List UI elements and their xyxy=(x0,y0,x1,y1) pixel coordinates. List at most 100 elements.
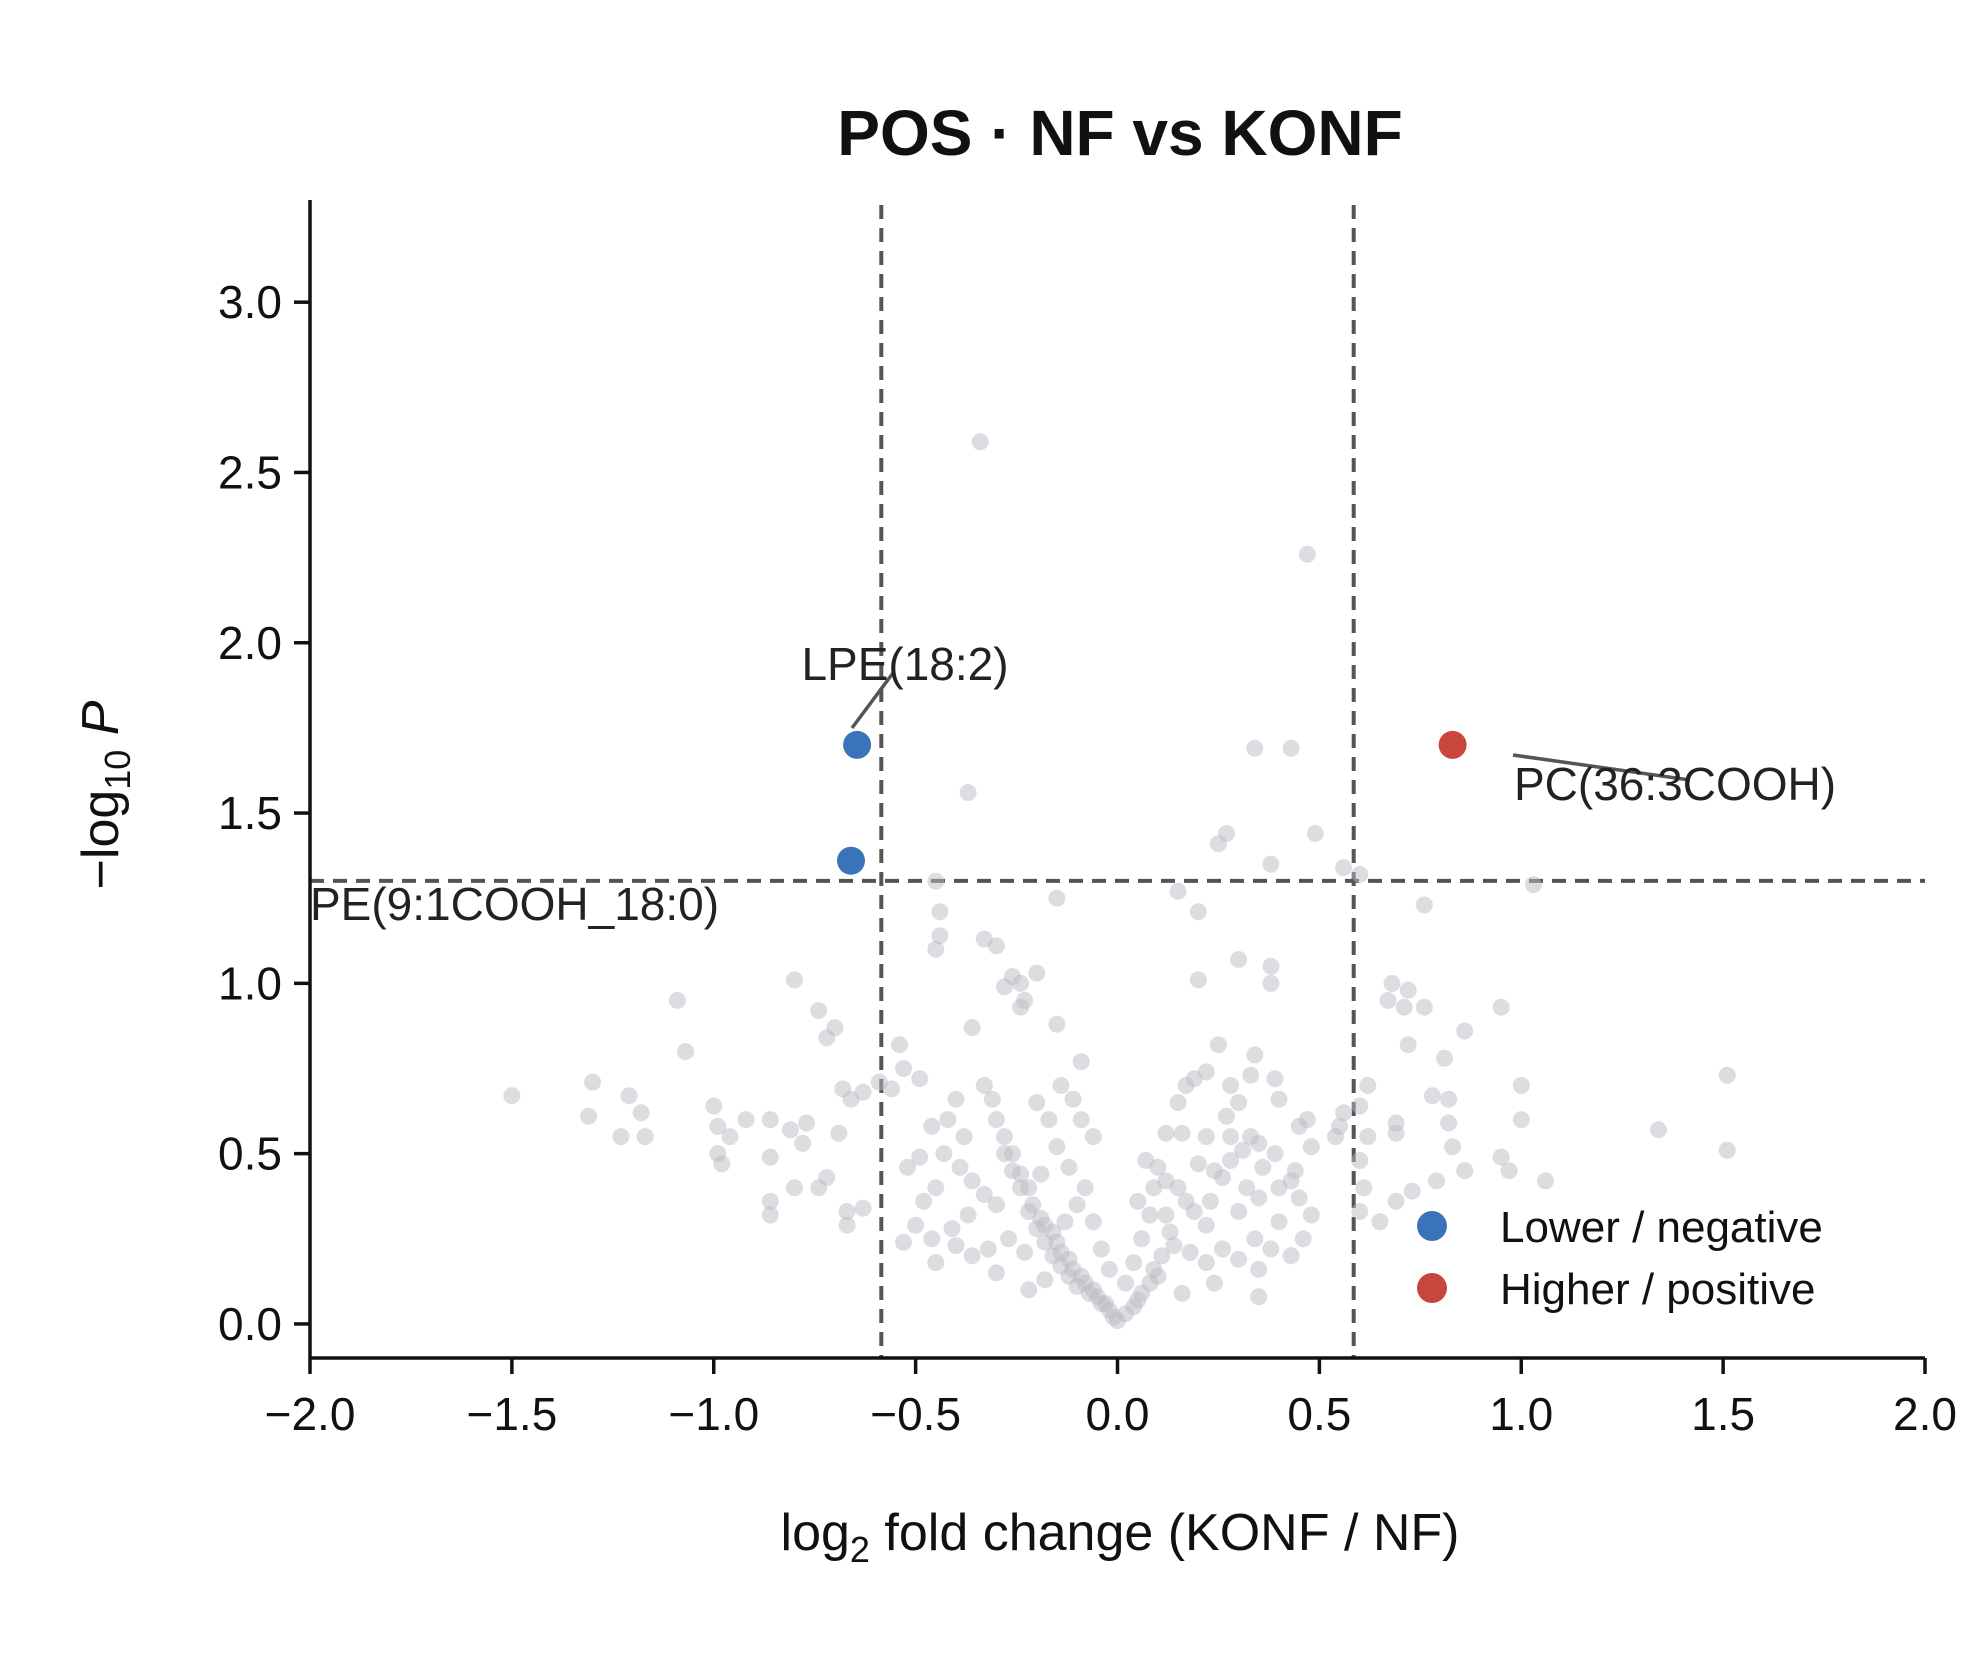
nonsignificant-point xyxy=(923,1117,941,1135)
nonsignificant-point xyxy=(737,1111,755,1129)
nonsignificant-point xyxy=(782,1121,799,1139)
nonsignificant-point xyxy=(794,1134,812,1152)
nonsignificant-point xyxy=(1028,1094,1046,1112)
nonsignificant-point xyxy=(1399,981,1417,999)
nonsignificant-point xyxy=(1012,974,1030,992)
nonsignificant-point xyxy=(1302,1206,1320,1224)
nonsignificant-point xyxy=(963,1247,981,1265)
nonsignificant-point xyxy=(1262,974,1280,992)
nonsignificant-point xyxy=(1117,1274,1135,1292)
nonsignificant-point xyxy=(1242,1066,1260,1084)
nonsignificant-point xyxy=(1048,1138,1066,1156)
nonsignificant-point xyxy=(1351,1152,1369,1169)
nonsignificant-point xyxy=(1177,1077,1195,1094)
nonsignificant-point xyxy=(1230,1250,1248,1268)
nonsignificant-point xyxy=(895,1233,912,1251)
nonsignificant-point xyxy=(1230,951,1248,968)
nonsignificant-point xyxy=(1294,1230,1312,1248)
nonsignificant-point xyxy=(1209,1036,1227,1054)
nonsignificant-point xyxy=(1072,1111,1090,1129)
nonsignificant-point xyxy=(1262,1240,1280,1258)
nonsignificant-point xyxy=(1500,1162,1518,1180)
nonsignificant-point xyxy=(1189,971,1207,989)
y-axis-label: −log10 P xyxy=(72,700,138,889)
nonsignificant-point xyxy=(1137,1152,1155,1169)
nonsignificant-point xyxy=(987,1264,1005,1282)
nonsignificant-point xyxy=(1222,1128,1240,1146)
nonsignificant-point xyxy=(1068,1196,1086,1214)
significant-point xyxy=(837,846,865,875)
nonsignificant-point xyxy=(1181,1243,1199,1261)
nonsignificant-point xyxy=(1238,1179,1256,1197)
nonsignificant-point xyxy=(1189,1155,1207,1173)
nonsignificant-point xyxy=(1157,1124,1175,1142)
nonsignificant-point xyxy=(947,1090,965,1108)
nonsignificant-point xyxy=(1197,1128,1215,1146)
nonsignificant-point xyxy=(1387,1192,1405,1210)
nonsignificant-point xyxy=(1395,998,1413,1016)
nonsignificant-point xyxy=(1250,1288,1268,1306)
nonsignificant-point xyxy=(931,903,949,921)
nonsignificant-point xyxy=(1016,991,1034,1009)
nonsignificant-point xyxy=(838,1203,856,1220)
nonsignificant-point xyxy=(1080,1284,1098,1302)
nonsignificant-point xyxy=(1512,1111,1530,1129)
nonsignificant-point xyxy=(1092,1295,1110,1312)
nonsignificant-point xyxy=(1290,1189,1308,1207)
y-tick-label: 1.5 xyxy=(218,787,282,839)
x-tick-label: 1.0 xyxy=(1489,1388,1553,1440)
nonsignificant-point xyxy=(1169,1094,1187,1112)
nonsignificant-point xyxy=(923,1230,941,1248)
nonsignificant-point xyxy=(1335,859,1353,877)
x-axis-label: log2 fold change (KONF / NF) xyxy=(781,1504,1460,1570)
nonsignificant-point xyxy=(1306,825,1324,842)
nonsignificant-point xyxy=(1270,1179,1288,1197)
nonsignificant-point xyxy=(620,1087,638,1105)
nonsignificant-point xyxy=(1201,1192,1219,1210)
point-annotations: LPE(18:2) PE(9:1COOH_18:0) PC(36:3COOH) xyxy=(310,638,1836,930)
nonsignificant-point xyxy=(580,1107,598,1125)
nonsignificant-point xyxy=(1355,1179,1373,1197)
nonsignificant-point xyxy=(1040,1111,1058,1129)
nonsignificant-point xyxy=(971,433,989,451)
annotation-label: LPE(18:2) xyxy=(801,638,1008,690)
nonsignificant-point xyxy=(1169,1179,1187,1197)
nonsignificant-point xyxy=(1302,1138,1320,1156)
nonsignificant-point xyxy=(899,1158,916,1176)
nonsignificant-point xyxy=(987,937,1005,955)
nonsignificant-point xyxy=(1064,1090,1082,1108)
nonsignificant-point xyxy=(1387,1124,1405,1142)
nonsignificant-point xyxy=(1492,1148,1510,1166)
nonsignificant-point xyxy=(1379,991,1397,1009)
nonsignificant-point xyxy=(1371,1213,1389,1231)
nonsignificant-point xyxy=(1440,1114,1458,1132)
annotation-label: PC(36:3COOH) xyxy=(1514,758,1836,810)
x-tick-label: 1.5 xyxy=(1691,1388,1755,1440)
nonsignificant-point xyxy=(935,1145,953,1163)
nonsignificant-point xyxy=(705,1097,723,1115)
nonsignificant-point xyxy=(939,1111,957,1129)
nonsignificant-point xyxy=(1012,1179,1030,1197)
nonsignificant-point xyxy=(987,1111,1005,1129)
nonsignificant-point xyxy=(1141,1206,1159,1224)
axes: −2.0 −1.5 −1.0 −0.5 0.0 0.5 1.0 1.5 2.0 0.0 0.5 1.0… xyxy=(218,200,1957,1440)
nonsignificant-point xyxy=(1084,1128,1102,1146)
nonsignificant-point xyxy=(1423,1087,1441,1105)
nonsignificant-point xyxy=(1456,1162,1474,1180)
nonsignificant-point xyxy=(1153,1247,1171,1265)
nonsignificant-point xyxy=(1028,1220,1046,1238)
annotation-leader-line xyxy=(850,671,895,730)
nonsignificant-point xyxy=(1327,1128,1344,1146)
nonsignificant-point xyxy=(761,1111,779,1129)
nonsignificant-point xyxy=(959,1206,977,1224)
nonsignificant-point xyxy=(1197,1254,1215,1272)
y-tick-label: 3.0 xyxy=(218,276,282,328)
x-tick-label: 0.5 xyxy=(1287,1388,1351,1440)
nonsignificant-point xyxy=(1250,1260,1268,1278)
nonsignificant-point xyxy=(907,1216,925,1234)
nonsignificant-point xyxy=(1177,1192,1195,1210)
nonsignificant-point xyxy=(632,1104,650,1122)
nonsignificant-point xyxy=(834,1080,852,1098)
nonsignificant-point xyxy=(677,1043,694,1060)
nonsignificant-point xyxy=(1004,1162,1021,1180)
